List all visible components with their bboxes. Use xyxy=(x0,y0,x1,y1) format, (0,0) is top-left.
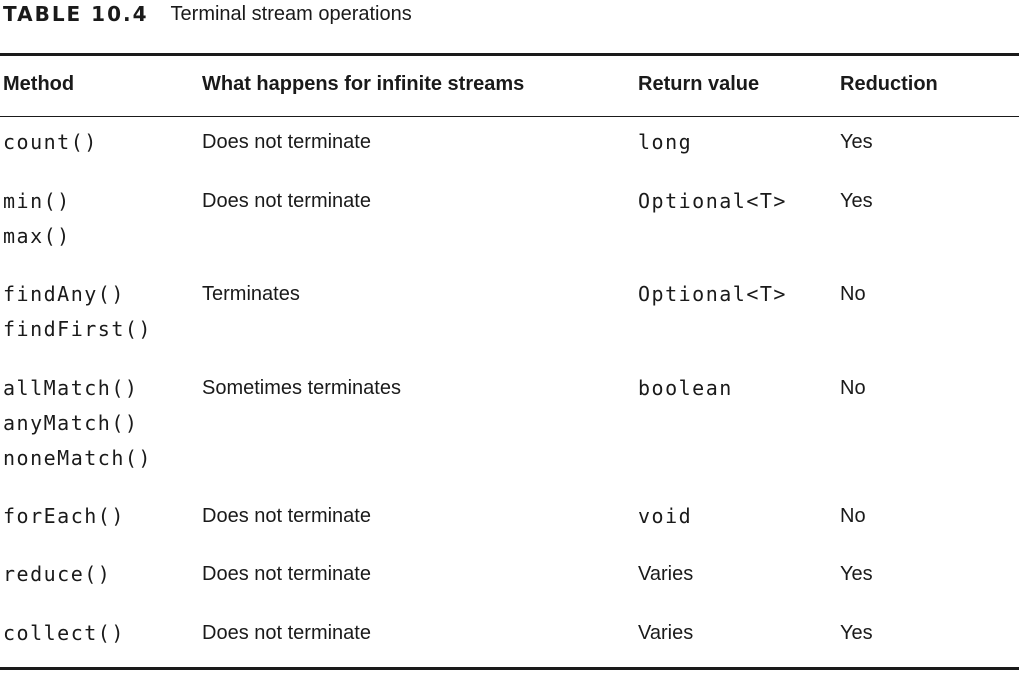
reduction-text: Yes xyxy=(840,616,873,651)
header-reduction: Reduction xyxy=(840,73,938,96)
reduction-cell: Yes xyxy=(840,125,873,160)
infinite-behavior-cell: Does not terminate xyxy=(202,557,371,592)
infinite-behavior-text: Does not terminate xyxy=(202,616,371,651)
return-value-cell: Optional<T> xyxy=(638,277,787,312)
method-name: min() xyxy=(3,184,71,219)
return-value-text: void xyxy=(638,499,692,534)
method-cell: count() xyxy=(3,125,98,160)
reduction-text: Yes xyxy=(840,184,873,219)
infinite-behavior-cell: Does not terminate xyxy=(202,616,371,651)
reduction-cell: No xyxy=(840,371,866,406)
bottom-rule xyxy=(0,667,1019,670)
reduction-cell: Yes xyxy=(840,557,873,592)
return-value-text: long xyxy=(638,125,692,160)
reduction-text: Yes xyxy=(840,125,873,160)
method-name: forEach() xyxy=(3,499,125,534)
return-value-cell: boolean xyxy=(638,371,733,406)
infinite-behavior-text: Does not terminate xyxy=(202,499,371,534)
method-cell: reduce() xyxy=(3,557,111,592)
infinite-behavior-cell: Does not terminate xyxy=(202,499,371,534)
method-cell: collect() xyxy=(3,616,125,651)
reduction-text: No xyxy=(840,371,866,406)
return-value-text: Optional<T> xyxy=(638,184,787,219)
header-return-value: Return value xyxy=(638,73,759,96)
method-name: reduce() xyxy=(3,557,111,592)
infinite-behavior-cell: Does not terminate xyxy=(202,184,371,219)
table-caption: TABLE 10.4 Terminal stream operations xyxy=(3,0,412,28)
reduction-text: No xyxy=(840,499,866,534)
infinite-behavior-cell: Does not terminate xyxy=(202,125,371,160)
method-cell: forEach() xyxy=(3,499,125,534)
return-value-text: Varies xyxy=(638,616,693,651)
header-rule xyxy=(0,116,1019,117)
method-name: noneMatch() xyxy=(3,441,152,476)
method-name: findAny() xyxy=(3,277,152,312)
return-value-text: Varies xyxy=(638,557,693,592)
infinite-behavior-text: Sometimes terminates xyxy=(202,371,401,406)
infinite-behavior-cell: Terminates xyxy=(202,277,300,312)
table-number: TABLE 10.4 xyxy=(3,2,149,26)
infinite-behavior-cell: Sometimes terminates xyxy=(202,371,401,406)
method-name: count() xyxy=(3,125,98,160)
infinite-behavior-text: Terminates xyxy=(202,277,300,312)
return-value-text: Optional<T> xyxy=(638,277,787,312)
method-cell: allMatch() anyMatch() noneMatch() xyxy=(3,371,152,476)
return-value-cell: Varies xyxy=(638,616,693,651)
header-infinite-streams: What happens for infinite streams xyxy=(202,73,524,96)
method-name: allMatch() xyxy=(3,371,152,406)
return-value-cell: Varies xyxy=(638,557,693,592)
reduction-cell: No xyxy=(840,277,866,312)
top-rule xyxy=(0,53,1019,56)
reduction-cell: Yes xyxy=(840,616,873,651)
return-value-cell: long xyxy=(638,125,692,160)
table-title: Terminal stream operations xyxy=(171,3,412,26)
method-name: max() xyxy=(3,219,71,254)
infinite-behavior-text: Does not terminate xyxy=(202,557,371,592)
reduction-cell: Yes xyxy=(840,184,873,219)
return-value-cell: void xyxy=(638,499,692,534)
method-name: anyMatch() xyxy=(3,406,152,441)
method-name: findFirst() xyxy=(3,312,152,347)
reduction-text: Yes xyxy=(840,557,873,592)
method-cell: min() max() xyxy=(3,184,71,254)
method-cell: findAny() findFirst() xyxy=(3,277,152,347)
method-name: collect() xyxy=(3,616,125,651)
reduction-cell: No xyxy=(840,499,866,534)
infinite-behavior-text: Does not terminate xyxy=(202,184,371,219)
infinite-behavior-text: Does not terminate xyxy=(202,125,371,160)
header-method: Method xyxy=(3,73,74,96)
return-value-cell: Optional<T> xyxy=(638,184,787,219)
return-value-text: boolean xyxy=(638,371,733,406)
reduction-text: No xyxy=(840,277,866,312)
